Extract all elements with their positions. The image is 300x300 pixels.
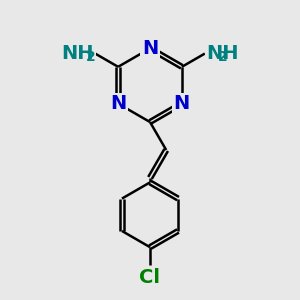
Text: 2: 2 (218, 50, 227, 64)
Text: N: N (142, 39, 158, 58)
Text: Cl: Cl (140, 268, 160, 287)
Text: H: H (79, 44, 95, 63)
Text: N: N (174, 94, 190, 113)
Text: 2: 2 (85, 50, 95, 64)
Text: NH: NH (206, 44, 239, 63)
Text: NH: NH (61, 44, 94, 63)
Text: N: N (110, 94, 126, 113)
